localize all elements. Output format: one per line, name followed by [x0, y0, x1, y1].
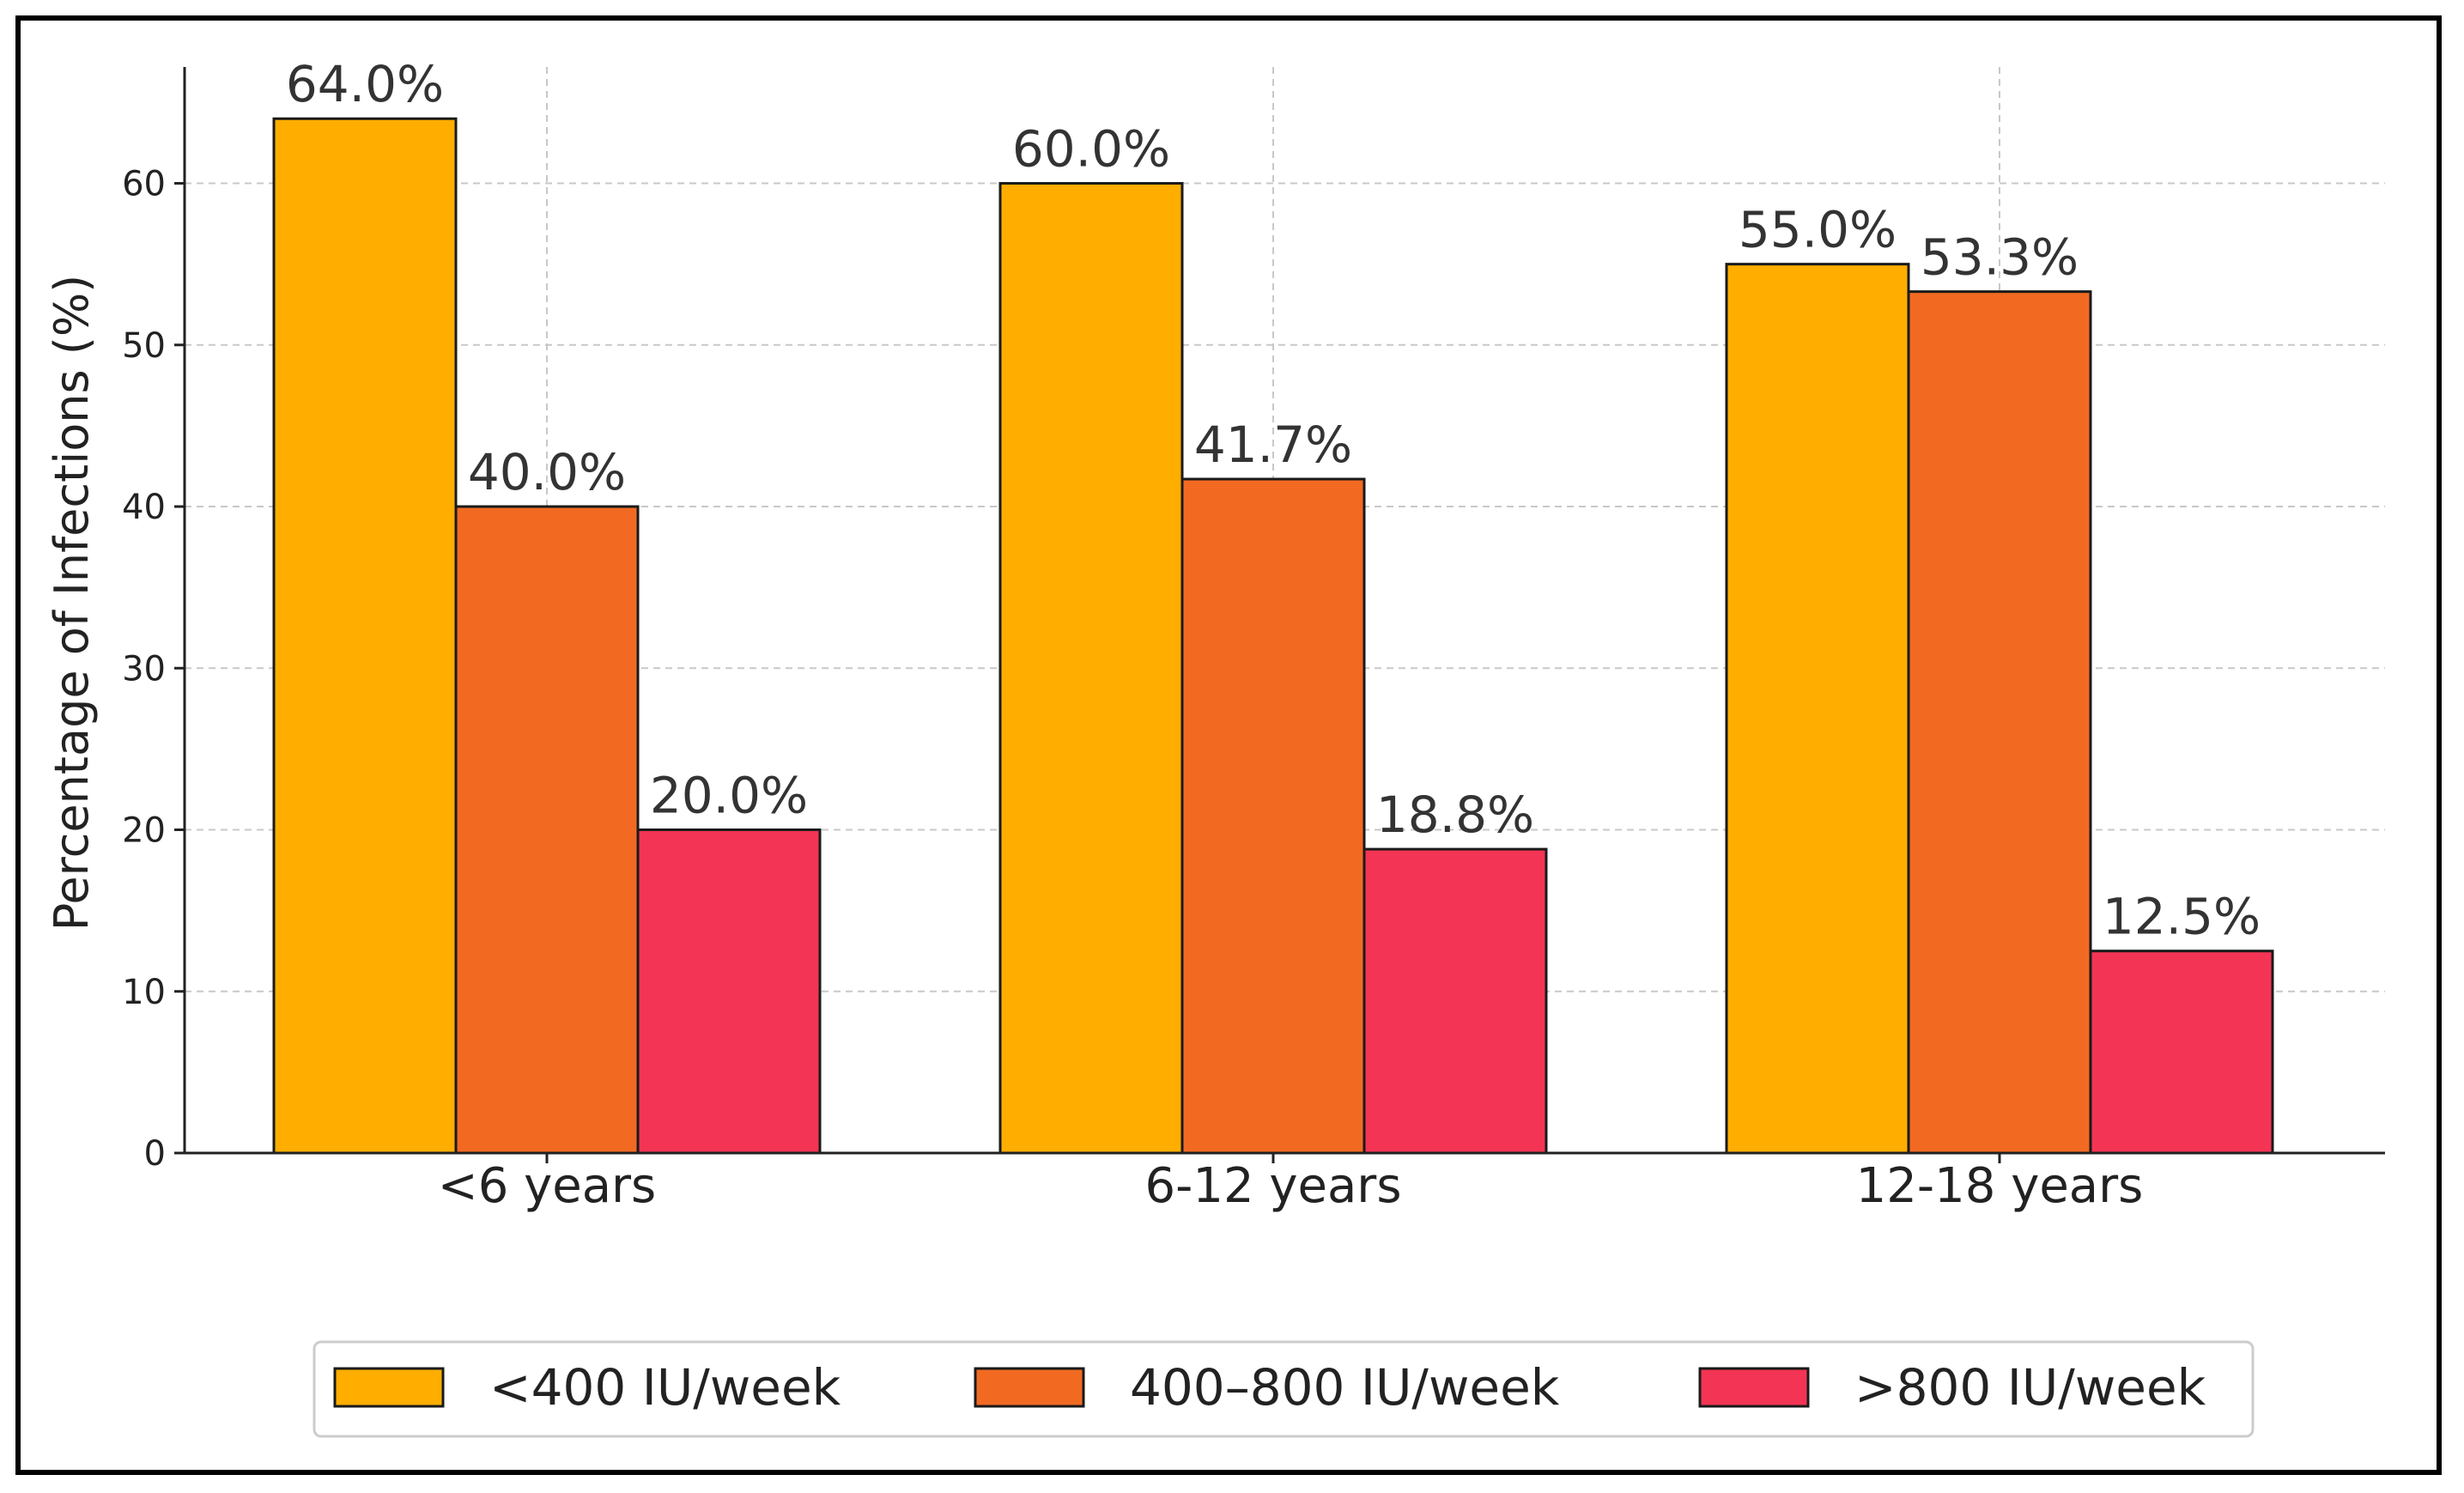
y-tick-label: 40 [122, 488, 166, 527]
y-tick-label: 10 [122, 973, 166, 1012]
data-label: 64.0% [286, 55, 444, 113]
x-tick-label: 12-18 years [1856, 1158, 2144, 1214]
x-tick-label: <6 years [438, 1158, 656, 1214]
data-label: 12.5% [2103, 888, 2261, 946]
data-label: 20.0% [650, 767, 808, 825]
data-label: 55.0% [1739, 201, 1897, 259]
value-labels: 64.0% 60.0% 55.0% 40.0% 41.7% 53.3% 20.0% 18.8%… [286, 55, 2261, 945]
legend-label: 400–800 IU/week [1130, 1358, 1560, 1417]
bars [272, 117, 2274, 1155]
y-axis-label: Percentage of Infections (%) [45, 275, 99, 931]
data-label: 53.3% [1921, 228, 2079, 287]
y-tick-label: 20 [122, 811, 166, 851]
legend: <400 IU/week 400–800 IU/week >800 IU/week [313, 1340, 2255, 1438]
data-label: 60.0% [1012, 120, 1170, 179]
legend-swatch [1698, 1367, 1810, 1408]
data-label: 40.0% [468, 443, 626, 501]
y-tick-label: 60 [122, 165, 166, 204]
bar [636, 828, 822, 1155]
x-tick-label: 6-12 years [1144, 1158, 1401, 1214]
y-tick-label: 0 [144, 1134, 166, 1174]
data-label: 18.8% [1376, 786, 1534, 844]
bar [1362, 847, 1548, 1155]
y-tick-label: 30 [122, 649, 166, 689]
legend-label: <400 IU/week [489, 1358, 841, 1417]
bar [2089, 950, 2274, 1155]
legend-label: >800 IU/week [1854, 1358, 2206, 1417]
data-label: 41.7% [1194, 416, 1352, 474]
y-tick-label: 50 [122, 326, 166, 366]
legend-swatch [974, 1367, 1085, 1408]
bar [1725, 263, 1910, 1155]
legend-box [313, 1340, 2255, 1438]
bar [454, 505, 640, 1155]
bar [1180, 477, 1366, 1155]
axes: 0 10 20 30 40 50 60 <6 years 6-12 years 12-18 yea… [122, 67, 2385, 1214]
bar [1907, 290, 2092, 1155]
bar [272, 117, 458, 1155]
legend-swatch [333, 1367, 445, 1408]
bar [998, 182, 1184, 1155]
